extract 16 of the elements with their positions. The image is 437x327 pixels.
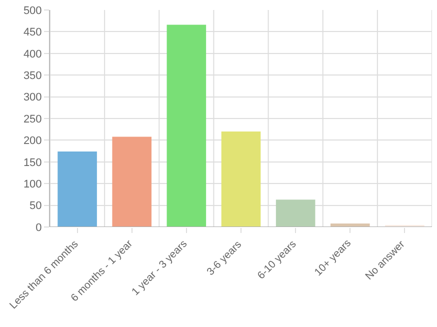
- bar: [221, 132, 261, 227]
- y-tick-label: 400: [23, 48, 42, 60]
- y-tick-label: 200: [23, 135, 42, 148]
- y-tick-label: 100: [23, 178, 42, 190]
- y-tick-label: 450: [23, 26, 42, 39]
- y-tick-label: 250: [23, 113, 42, 126]
- y-tick-label: 150: [23, 156, 42, 169]
- bar: [166, 24, 206, 227]
- y-tick-label: 500: [23, 4, 42, 17]
- bar: [58, 151, 97, 227]
- y-tick-label: 0: [36, 222, 42, 234]
- y-tick-label: 350: [23, 70, 42, 82]
- y-tick-label: 300: [23, 92, 42, 104]
- y-tick-label: 50: [30, 200, 42, 212]
- bar: [112, 136, 152, 227]
- bar: [276, 200, 316, 227]
